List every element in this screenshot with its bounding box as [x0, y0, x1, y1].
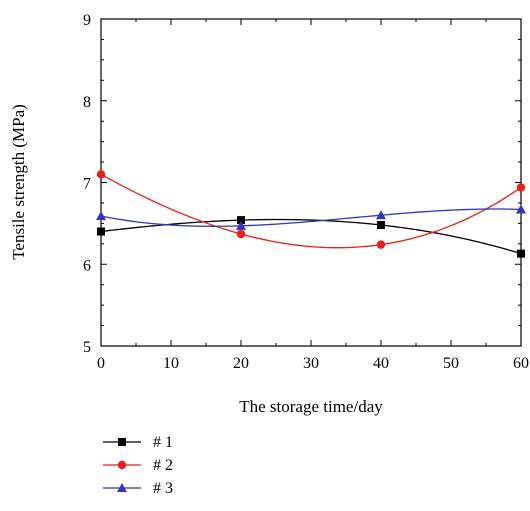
legend-label: # 1	[153, 434, 173, 451]
data-point-series-3	[516, 204, 526, 214]
series-line-3	[100, 208, 522, 227]
y-tick-label: 5	[83, 339, 91, 356]
data-point-series-3	[96, 211, 106, 221]
y-axis-label: Tensile strength (MPa)	[9, 104, 28, 260]
legend-marker	[117, 460, 127, 470]
data-point-series-2	[376, 240, 386, 249]
x-tick-label: 10	[163, 355, 179, 372]
series-1	[97, 216, 525, 258]
data-point-series-3	[236, 220, 246, 230]
legend-marker	[118, 438, 126, 446]
series-line-1	[100, 218, 522, 255]
plot-border	[100, 18, 522, 347]
data-point-series-1	[97, 227, 105, 236]
data-point-series-3	[376, 210, 386, 220]
x-axis-label: The storage time/day	[239, 397, 383, 416]
y-tick-label: 9	[83, 12, 91, 29]
y-tick-label: 7	[83, 176, 91, 193]
x-tick-label: 50	[443, 355, 459, 372]
data-point-series-1	[237, 216, 245, 225]
legend-item-1: # 1	[103, 434, 173, 451]
series-3	[96, 204, 526, 230]
y-tick-label: 8	[83, 94, 91, 111]
series-2	[96, 170, 526, 249]
plot-frame	[100, 18, 522, 347]
x-tick-label: 20	[233, 355, 249, 372]
legend-item-2: # 2	[103, 457, 173, 474]
series-layer	[96, 170, 526, 258]
x-tick-label: 40	[373, 355, 389, 372]
x-tick-label: 60	[513, 355, 529, 372]
x-tick-label: 0	[97, 355, 105, 372]
y-tick-label: 6	[83, 257, 91, 274]
data-point-series-1	[517, 249, 525, 258]
legend-label: # 3	[153, 480, 173, 497]
legend-item-3: # 3	[103, 480, 173, 497]
data-point-series-2	[516, 183, 526, 192]
axis-ticks	[100, 18, 522, 347]
series-line-2	[100, 173, 522, 249]
legend: # 1 # 2 # 3	[103, 434, 173, 497]
legend-label: # 2	[153, 457, 173, 474]
axis-tick-labels: 0 10 20 30 40 50 60 5 6 7 8 9	[83, 12, 529, 372]
legend-marker	[117, 483, 127, 492]
data-point-series-2	[96, 170, 106, 179]
x-tick-label: 30	[303, 355, 319, 372]
data-point-series-1	[377, 221, 385, 230]
data-point-series-2	[236, 229, 246, 239]
